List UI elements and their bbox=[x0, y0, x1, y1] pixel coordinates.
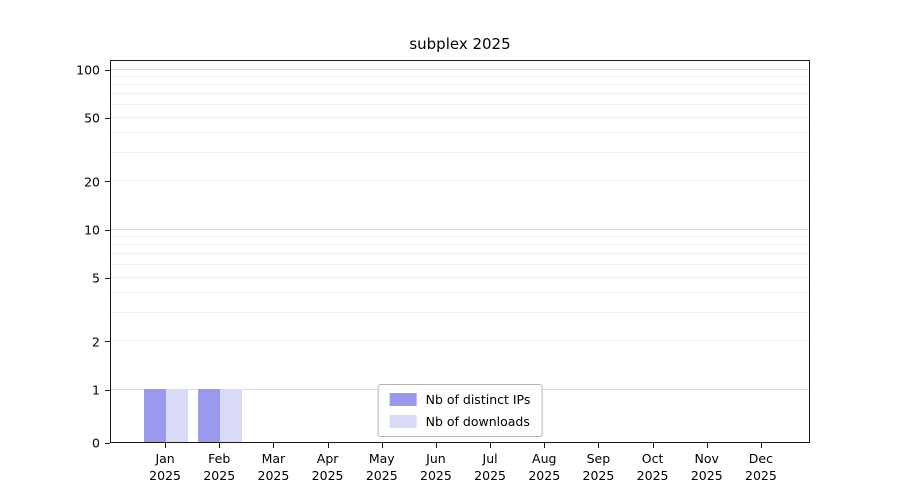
y-tick-label: 100 bbox=[76, 62, 100, 78]
x-tick-label: Oct 2025 bbox=[636, 451, 669, 483]
gridline-minor bbox=[111, 84, 809, 86]
y-tick-mark bbox=[105, 117, 110, 119]
legend: Nb of distinct IPs Nb of downloads bbox=[377, 384, 543, 437]
x-tick-mark bbox=[544, 443, 546, 448]
gridline-minor bbox=[111, 292, 809, 294]
x-tick-mark bbox=[273, 443, 275, 448]
legend-swatch bbox=[389, 393, 417, 406]
x-tick-label: Mar 2025 bbox=[257, 451, 290, 483]
x-tick-mark bbox=[219, 443, 221, 448]
chart-title: subplex 2025 bbox=[409, 35, 511, 53]
x-tick-mark bbox=[760, 443, 762, 448]
y-tick-mark bbox=[105, 341, 110, 343]
gridline-minor bbox=[111, 132, 809, 134]
gridline-minor bbox=[111, 116, 809, 118]
x-tick-label: Jan 2025 bbox=[149, 451, 181, 483]
y-tick-label: 0 bbox=[92, 435, 100, 451]
y-tick-label: 1 bbox=[92, 382, 100, 398]
x-tick-mark bbox=[435, 443, 437, 448]
x-tick-mark bbox=[490, 443, 492, 448]
x-tick-mark bbox=[327, 443, 329, 448]
x-tick-label: Jul 2025 bbox=[474, 451, 506, 483]
gridline-minor bbox=[111, 264, 809, 265]
gridline-major bbox=[111, 228, 809, 230]
x-tick-mark bbox=[598, 443, 600, 448]
x-tick-label: Jun 2025 bbox=[420, 451, 452, 483]
gridline-minor bbox=[111, 244, 809, 246]
gridline-minor bbox=[111, 276, 809, 278]
gridline-minor bbox=[111, 235, 809, 237]
y-tick-label: 50 bbox=[84, 110, 100, 126]
gridline-minor bbox=[111, 152, 809, 154]
y-tick-label: 10 bbox=[84, 222, 100, 238]
y-tick-label: 5 bbox=[92, 270, 100, 286]
x-tick-mark bbox=[165, 443, 167, 448]
plot-area: Nb of distinct IPs Nb of downloads bbox=[110, 60, 810, 443]
legend-label: Nb of downloads bbox=[425, 414, 530, 429]
y-tick-mark bbox=[105, 181, 110, 183]
bar-downloads bbox=[166, 389, 189, 442]
gridline-minor bbox=[111, 75, 809, 77]
gridline-minor bbox=[111, 312, 809, 314]
legend-row: Nb of distinct IPs bbox=[389, 392, 531, 407]
x-tick-label: Dec 2025 bbox=[745, 451, 777, 483]
x-tick-label: Sep 2025 bbox=[582, 451, 615, 483]
x-tick-mark bbox=[652, 443, 654, 448]
x-tick-label: Feb 2025 bbox=[203, 451, 236, 483]
x-tick-label: May 2025 bbox=[365, 451, 398, 483]
bar-downloads bbox=[220, 389, 243, 442]
y-tick-label: 2 bbox=[92, 334, 100, 350]
gridline-major bbox=[111, 68, 809, 70]
gridline-minor bbox=[111, 253, 809, 255]
y-tick-mark bbox=[105, 229, 110, 231]
gridline-minor bbox=[111, 180, 809, 182]
y-tick-mark bbox=[105, 277, 110, 279]
legend-swatch bbox=[389, 415, 417, 428]
x-tick-mark bbox=[706, 443, 708, 448]
y-tick-mark bbox=[105, 442, 110, 444]
y-tick-label: 20 bbox=[84, 174, 100, 190]
legend-label: Nb of distinct IPs bbox=[425, 392, 531, 407]
gridline-minor bbox=[111, 340, 809, 342]
gridline-minor bbox=[111, 104, 809, 105]
gridline-minor bbox=[111, 93, 809, 95]
bar-distinct-ips bbox=[144, 389, 167, 442]
x-tick-label: Aug 2025 bbox=[528, 451, 561, 483]
x-tick-label: Apr 2025 bbox=[311, 451, 344, 483]
y-tick-mark bbox=[105, 69, 110, 71]
x-tick-mark bbox=[381, 443, 383, 448]
legend-row: Nb of downloads bbox=[389, 414, 531, 429]
y-tick-mark bbox=[105, 389, 110, 391]
bar-distinct-ips bbox=[198, 389, 221, 442]
x-tick-label: Nov 2025 bbox=[690, 451, 723, 483]
